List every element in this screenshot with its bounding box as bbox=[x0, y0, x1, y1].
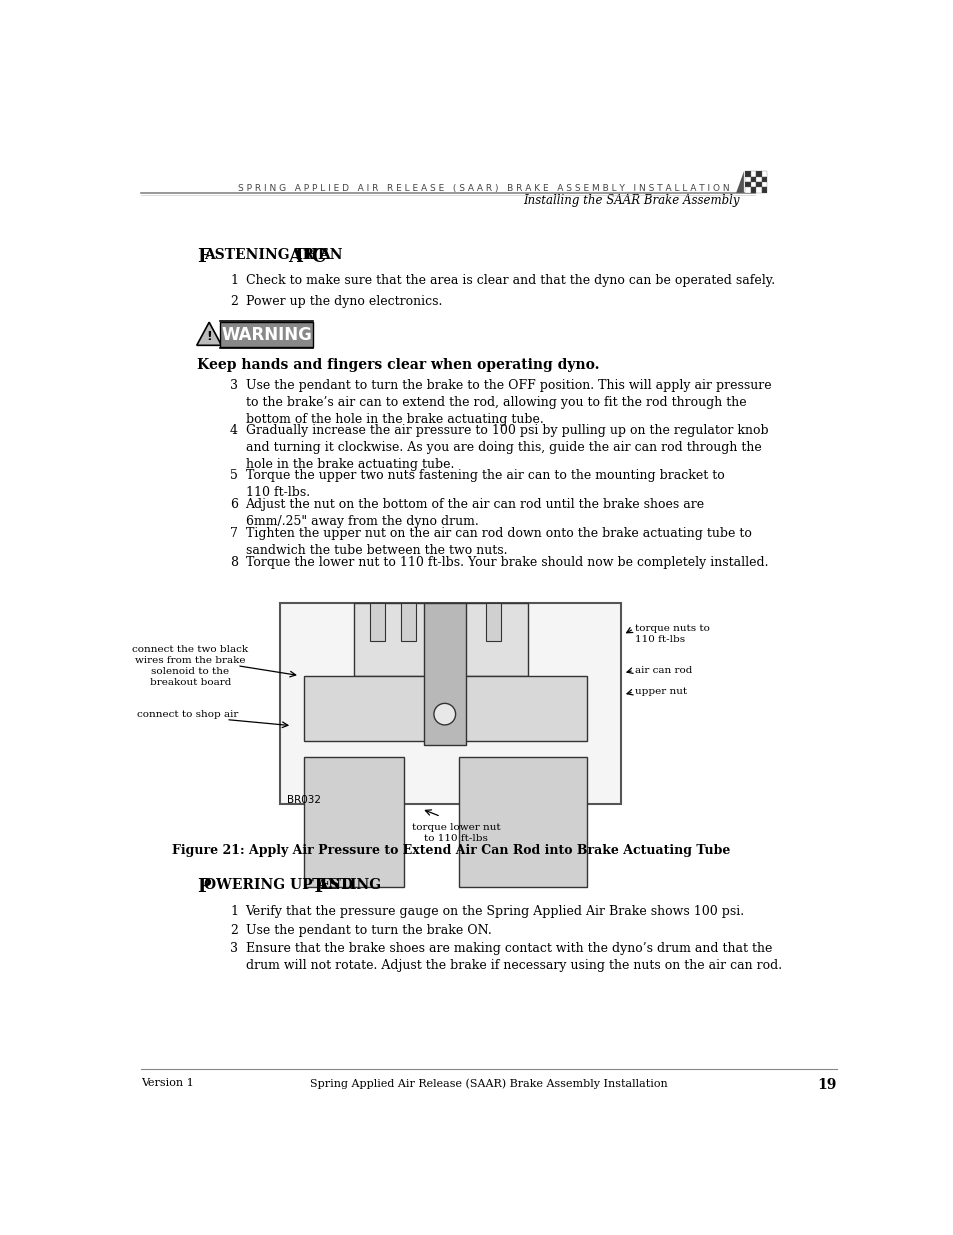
Bar bbox=[280, 603, 620, 804]
Bar bbox=[756, 188, 760, 193]
Bar bbox=[744, 172, 750, 177]
Polygon shape bbox=[736, 172, 743, 193]
Bar bbox=[750, 177, 756, 182]
Bar bbox=[447, 603, 462, 641]
Text: !: ! bbox=[206, 330, 212, 342]
Text: Installing the SAAR Brake Assembly: Installing the SAAR Brake Assembly bbox=[522, 194, 739, 207]
Text: Figure 21: Apply Air Pressure to Extend Air Can Rod into Brake Actuating Tube: Figure 21: Apply Air Pressure to Extend … bbox=[172, 844, 729, 857]
Text: Gradually increase the air pressure to 100 psi by pulling up on the regulator kn: Gradually increase the air pressure to 1… bbox=[245, 424, 767, 471]
Text: Use the pendant to turn the brake to the OFF position. This will apply air press: Use the pendant to turn the brake to the… bbox=[245, 379, 770, 426]
Bar bbox=[760, 182, 766, 188]
Bar bbox=[400, 603, 416, 641]
Text: Check to make sure that the area is clear and that the dyno can be operated safe: Check to make sure that the area is clea… bbox=[245, 274, 774, 287]
Bar bbox=[303, 757, 404, 888]
Bar bbox=[744, 182, 750, 188]
Text: BR032: BR032 bbox=[286, 795, 320, 805]
Text: 7: 7 bbox=[230, 527, 237, 540]
Bar bbox=[760, 188, 766, 193]
Bar bbox=[354, 603, 528, 676]
Text: C: C bbox=[311, 248, 326, 267]
Text: 19: 19 bbox=[817, 1078, 836, 1093]
Polygon shape bbox=[196, 322, 221, 346]
Text: AN: AN bbox=[319, 248, 342, 262]
Text: S P R I N G   A P P L I E D   A I R   R E L E A S E   ( S A A R )   B R A K E   : S P R I N G A P P L I E D A I R R E L E … bbox=[237, 184, 728, 193]
Bar bbox=[423, 603, 466, 745]
Bar bbox=[750, 182, 756, 188]
Bar bbox=[750, 188, 756, 193]
Bar bbox=[760, 172, 766, 177]
Text: Ensure that the brake shoes are making contact with the dyno’s drum and that the: Ensure that the brake shoes are making c… bbox=[245, 942, 781, 972]
Text: ASTENING THE: ASTENING THE bbox=[204, 248, 334, 262]
Bar bbox=[744, 177, 750, 182]
Text: upper nut: upper nut bbox=[635, 687, 687, 697]
Text: A: A bbox=[288, 248, 302, 267]
Text: Power up the dyno electronics.: Power up the dyno electronics. bbox=[245, 295, 441, 309]
Text: air can rod: air can rod bbox=[635, 666, 692, 674]
Text: Keep hands and fingers clear when operating dyno.: Keep hands and fingers clear when operat… bbox=[196, 358, 598, 372]
Bar bbox=[750, 172, 756, 177]
Bar bbox=[369, 603, 385, 641]
Text: torque lower nut
to 110 ft-lbs: torque lower nut to 110 ft-lbs bbox=[412, 823, 500, 842]
Bar bbox=[744, 188, 750, 193]
Text: connect to shop air: connect to shop air bbox=[136, 710, 238, 719]
Text: Torque the upper two nuts fastening the air can to the mounting bracket to
110 f: Torque the upper two nuts fastening the … bbox=[245, 468, 723, 499]
Text: Tighten the upper nut on the air can rod down onto the brake actuating tube to
s: Tighten the upper nut on the air can rod… bbox=[245, 527, 751, 557]
Text: WARNING: WARNING bbox=[221, 326, 312, 343]
Bar bbox=[220, 322, 313, 347]
Text: 2: 2 bbox=[230, 924, 237, 936]
Bar bbox=[756, 182, 760, 188]
Text: ESTING: ESTING bbox=[319, 878, 381, 892]
Text: T: T bbox=[311, 878, 324, 897]
Text: OWERING UP AND: OWERING UP AND bbox=[204, 878, 358, 892]
Text: Use the pendant to turn the brake ON.: Use the pendant to turn the brake ON. bbox=[245, 924, 491, 936]
Bar bbox=[760, 177, 766, 182]
Text: 3: 3 bbox=[230, 942, 238, 955]
Text: IR: IR bbox=[295, 248, 318, 262]
Bar bbox=[303, 676, 586, 741]
Text: Verify that the pressure gauge on the Spring Applied Air Brake shows 100 psi.: Verify that the pressure gauge on the Sp… bbox=[245, 905, 744, 918]
Bar bbox=[756, 172, 760, 177]
Text: 1: 1 bbox=[230, 905, 238, 918]
Text: 1: 1 bbox=[230, 274, 238, 287]
Text: Spring Applied Air Release (SAAR) Brake Assembly Installation: Spring Applied Air Release (SAAR) Brake … bbox=[310, 1078, 667, 1089]
Text: 6: 6 bbox=[230, 498, 238, 511]
Text: F: F bbox=[196, 248, 210, 267]
Text: connect the two black
wires from the brake
solenoid to the
breakout board: connect the two black wires from the bra… bbox=[132, 645, 249, 687]
Text: 4: 4 bbox=[230, 424, 238, 437]
Bar bbox=[485, 603, 500, 641]
Text: P: P bbox=[196, 878, 211, 897]
Text: Version 1: Version 1 bbox=[141, 1078, 193, 1088]
Text: Torque the lower nut to 110 ft-lbs. Your brake should now be completely installe: Torque the lower nut to 110 ft-lbs. Your… bbox=[245, 556, 767, 569]
Text: 5: 5 bbox=[230, 468, 237, 482]
Text: 2: 2 bbox=[230, 295, 237, 309]
Text: 3: 3 bbox=[230, 379, 238, 393]
Bar bbox=[756, 177, 760, 182]
Text: 8: 8 bbox=[230, 556, 238, 569]
Bar bbox=[458, 757, 586, 888]
Circle shape bbox=[434, 704, 456, 725]
Text: Adjust the nut on the bottom of the air can rod until the brake shoes are
6mm/.2: Adjust the nut on the bottom of the air … bbox=[245, 498, 704, 527]
Text: torque nuts to
110 ft-lbs: torque nuts to 110 ft-lbs bbox=[635, 624, 710, 645]
